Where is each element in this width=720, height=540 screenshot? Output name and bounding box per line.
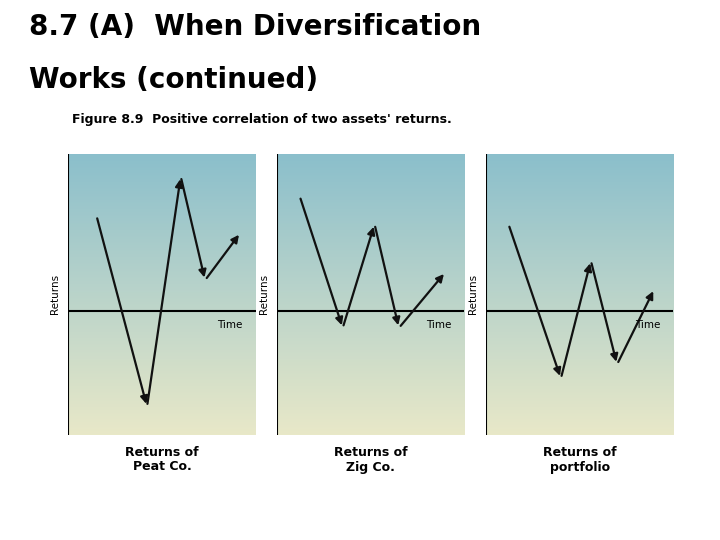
Text: 8.7 (A)  When Diversification: 8.7 (A) When Diversification bbox=[29, 14, 481, 42]
Text: Time: Time bbox=[635, 320, 660, 329]
Text: Returns of
Zig Co.: Returns of Zig Co. bbox=[334, 446, 408, 474]
Text: Returns: Returns bbox=[259, 274, 269, 314]
Text: Returns: Returns bbox=[468, 274, 478, 314]
Text: Works (continued): Works (continued) bbox=[29, 66, 318, 94]
Text: Time: Time bbox=[217, 320, 243, 329]
Text: Figure 8.9  Positive correlation of two assets' returns.: Figure 8.9 Positive correlation of two a… bbox=[72, 113, 451, 126]
Text: Returns: Returns bbox=[50, 274, 60, 314]
Text: Returns of
Peat Co.: Returns of Peat Co. bbox=[125, 446, 199, 474]
Text: Time: Time bbox=[426, 320, 451, 329]
Text: Returns of
portfolio: Returns of portfolio bbox=[543, 446, 616, 474]
